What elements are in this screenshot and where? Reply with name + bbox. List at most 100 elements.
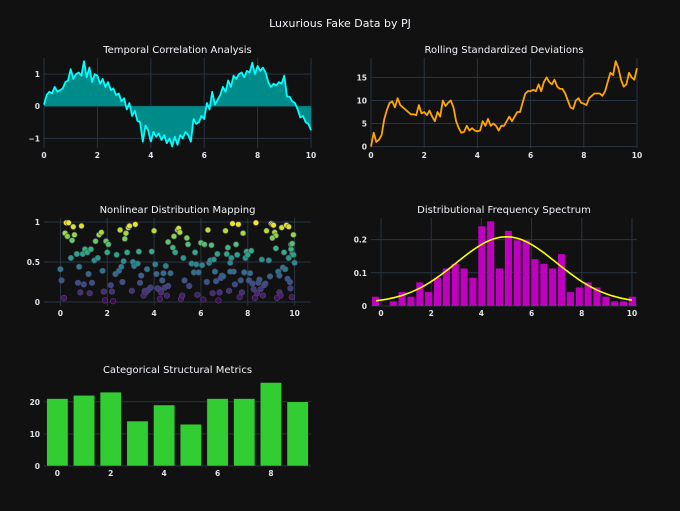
scatter-point xyxy=(124,249,131,256)
y-tick-label: 15 xyxy=(357,73,367,82)
scatter-point xyxy=(98,229,105,236)
scatter-point xyxy=(237,277,244,284)
y-tick-label: 1 xyxy=(35,218,40,227)
subplot-4: 0 2 4 6 8 10 0 0.1 0.2 xyxy=(354,218,637,318)
scatter-point xyxy=(251,294,258,302)
scatter-point xyxy=(126,222,133,230)
histogram-bar xyxy=(531,259,539,306)
histogram-bar xyxy=(584,282,592,306)
subplot-5: 0 2 4 6 8 0 10 20 xyxy=(30,382,311,478)
y-tick-label: 0.5 xyxy=(27,258,40,267)
y-tick-label: 10 xyxy=(357,96,367,105)
scatter-point xyxy=(229,220,236,227)
bar xyxy=(153,404,176,467)
histogram-bar xyxy=(540,263,548,306)
scatter-point xyxy=(201,241,208,248)
scatter-point xyxy=(210,256,217,263)
histogram-bar xyxy=(433,277,442,306)
scatter-point xyxy=(263,227,270,234)
histogram-bar xyxy=(557,254,566,306)
scatter-point xyxy=(223,250,230,258)
scatter-point xyxy=(135,248,142,255)
area-fill xyxy=(44,61,311,147)
histogram-bar xyxy=(549,268,557,306)
histogram-bar xyxy=(407,296,415,306)
x-tick-label: 4 xyxy=(479,309,484,318)
subplot-title-3: Nonlinear Distribution Mapping xyxy=(100,205,256,216)
x-tick-label: 6 xyxy=(529,309,534,318)
scatter-point xyxy=(238,289,246,296)
histogram-bar xyxy=(575,287,583,306)
scatter-point xyxy=(121,235,128,242)
scatter-point xyxy=(280,249,288,256)
x-tick-label: 8 xyxy=(579,309,584,318)
scatter-point xyxy=(194,291,201,298)
histogram-bar xyxy=(416,282,424,306)
y-tick-label: 0 xyxy=(35,462,40,471)
histogram-bar xyxy=(487,221,495,306)
scatter-point xyxy=(87,246,94,253)
x-tick-label: 6 xyxy=(528,151,533,160)
scatter-point xyxy=(200,296,207,303)
scatter-point xyxy=(234,251,241,258)
scatter-point xyxy=(107,282,114,289)
scatter-point xyxy=(150,227,158,234)
scatter-point xyxy=(165,282,172,290)
scatter-point xyxy=(132,221,139,228)
bar xyxy=(46,398,69,467)
scatter-point xyxy=(58,277,65,284)
bar xyxy=(73,395,95,467)
scatter-point xyxy=(289,240,296,247)
subplot-title-1: Temporal Correlation Analysis xyxy=(102,45,252,56)
scatter-point xyxy=(118,263,125,270)
histogram-bar xyxy=(460,268,468,306)
scatter-point xyxy=(167,270,174,277)
scatter-point xyxy=(216,289,223,296)
y-tick-label: 20 xyxy=(30,398,40,407)
scatter-point xyxy=(232,241,240,248)
scatter-point xyxy=(286,278,294,286)
x-tick-label: 0 xyxy=(378,309,383,318)
scatter-point xyxy=(239,230,247,237)
scatter-point xyxy=(252,219,260,226)
x-tick-label: 2 xyxy=(108,469,113,478)
scatter-point xyxy=(88,279,96,286)
figure-title: Luxurious Fake Data by PJ xyxy=(269,17,411,30)
scatter-point xyxy=(176,229,183,236)
x-tick-label: 4 xyxy=(475,151,480,160)
scatter-point xyxy=(193,261,200,268)
scatter-point xyxy=(159,277,166,284)
scatter-point xyxy=(247,270,254,277)
scatter-point xyxy=(119,278,126,286)
histogram-bar xyxy=(611,301,619,306)
x-tick-label: 4 xyxy=(148,151,153,160)
x-tick-label: 6 xyxy=(215,469,220,478)
scatter-point xyxy=(100,288,107,295)
scatter-point xyxy=(65,219,72,226)
histogram-bar xyxy=(602,296,610,306)
scatter-point xyxy=(156,295,164,302)
scatter-point xyxy=(143,266,151,273)
scatter-point xyxy=(152,261,159,268)
scatter-point xyxy=(122,230,130,237)
x-tick-label: 2 xyxy=(95,151,100,160)
scatter-point xyxy=(101,297,108,304)
scatter-point xyxy=(285,254,292,262)
scatter-point xyxy=(128,287,135,294)
y-tick-label: 0 xyxy=(35,298,40,307)
histogram-bar xyxy=(504,230,512,306)
histogram-bar xyxy=(469,277,477,306)
bar xyxy=(286,401,309,467)
scatter-point xyxy=(220,273,227,280)
scatter-point xyxy=(227,268,234,275)
scatter-point xyxy=(290,251,297,258)
scatter-point xyxy=(147,284,154,291)
series-line xyxy=(370,60,638,147)
scatter-point xyxy=(285,223,292,230)
bar xyxy=(206,398,229,467)
scatter-point xyxy=(105,241,112,248)
scatter-point xyxy=(276,272,283,279)
scatter-point xyxy=(136,279,144,286)
subplot-title-5: Categorical Structural Metrics xyxy=(103,365,252,376)
